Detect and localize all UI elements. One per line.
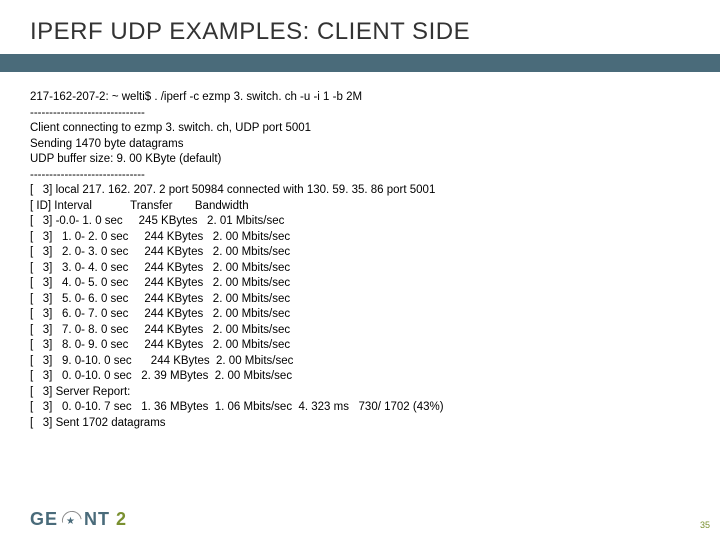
logo-number: 2 xyxy=(116,509,127,530)
slide-title: IPERF UDP EXAMPLES: CLIENT SIDE xyxy=(30,18,720,46)
terminal-line: Client connecting to ezmp 3. switch. ch,… xyxy=(30,121,690,137)
terminal-line: [ 3] Server Report: xyxy=(30,385,690,401)
title-bar xyxy=(0,54,720,72)
terminal-line: [ 3] 4. 0- 5. 0 sec 244 KBytes 2. 00 Mbi… xyxy=(30,276,690,292)
terminal-line: [ 3] -0.0- 1. 0 sec 245 KBytes 2. 01 Mbi… xyxy=(30,214,690,230)
terminal-line: [ 3] 7. 0- 8. 0 sec 244 KBytes 2. 00 Mbi… xyxy=(30,323,690,339)
terminal-line: [ 3] 9. 0-10. 0 sec 244 KBytes 2. 00 Mbi… xyxy=(30,354,690,370)
terminal-line: ------------------------------ xyxy=(30,106,690,122)
terminal-line: [ 3] local 217. 162. 207. 2 port 50984 c… xyxy=(30,183,690,199)
terminal-line: ------------------------------ xyxy=(30,168,690,184)
terminal-line: Sending 1470 byte datagrams xyxy=(30,137,690,153)
terminal-line: [ 3] 5. 0- 6. 0 sec 244 KBytes 2. 00 Mbi… xyxy=(30,292,690,308)
terminal-line: [ 3] 1. 0- 2. 0 sec 244 KBytes 2. 00 Mbi… xyxy=(30,230,690,246)
terminal-line: [ 3] 6. 0- 7. 0 sec 244 KBytes 2. 00 Mbi… xyxy=(30,307,690,323)
terminal-line: [ 3] Sent 1702 datagrams xyxy=(30,416,690,432)
title-area: IPERF UDP EXAMPLES: CLIENT SIDE xyxy=(0,0,720,54)
terminal-output: 217-162-207-2: ~ welti$ . /iperf -c ezmp… xyxy=(0,72,720,431)
terminal-line: [ 3] 0. 0-10. 7 sec 1. 36 MBytes 1. 06 M… xyxy=(30,400,690,416)
terminal-line: [ 3] 3. 0- 4. 0 sec 244 KBytes 2. 00 Mbi… xyxy=(30,261,690,277)
terminal-line: 217-162-207-2: ~ welti$ . /iperf -c ezmp… xyxy=(30,90,690,106)
terminal-line: [ 3] 8. 0- 9. 0 sec 244 KBytes 2. 00 Mbi… xyxy=(30,338,690,354)
footer: GE ★ NT 2 35 xyxy=(30,508,710,530)
swoosh-icon: ★ xyxy=(60,508,82,530)
logo-text-right: NT xyxy=(84,509,110,530)
terminal-line: UDP buffer size: 9. 00 KByte (default) xyxy=(30,152,690,168)
logo: GE ★ NT 2 xyxy=(30,508,127,530)
terminal-line: [ 3] 2. 0- 3. 0 sec 244 KBytes 2. 00 Mbi… xyxy=(30,245,690,261)
terminal-line: [ 3] 0. 0-10. 0 sec 2. 39 MBytes 2. 00 M… xyxy=(30,369,690,385)
logo-text-left: GE xyxy=(30,509,58,530)
page-number: 35 xyxy=(700,520,710,530)
terminal-line: [ ID] Interval Transfer Bandwidth xyxy=(30,199,690,215)
